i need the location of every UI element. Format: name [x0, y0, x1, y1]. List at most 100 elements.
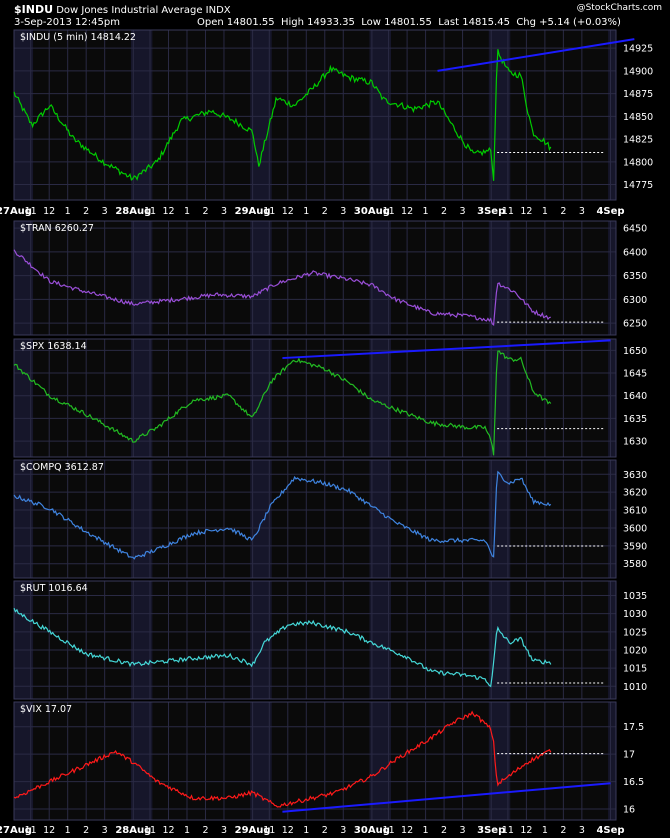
price-line	[13, 470, 552, 560]
header-exchange: INDX	[205, 5, 231, 16]
after-hours-band	[369, 221, 372, 335]
x-tick-label: 3	[340, 206, 346, 217]
x-tick-label: 3	[460, 825, 466, 836]
pre-market-band	[371, 339, 391, 457]
x-tick-label: 3	[579, 825, 585, 836]
x-tick-label: 3	[460, 206, 466, 217]
pre-market-band	[371, 460, 391, 578]
x-tick-label: 27Aug	[0, 825, 32, 836]
y-tick-label: 14850	[623, 112, 653, 123]
panel-2: 6250 6300 6350 6400 6450 $TRAN 6260.27	[13, 220, 647, 336]
chg-label: Chg	[516, 17, 536, 28]
panel-4: 3580 3590 3600 3610 3620 3630 $COMPQ 3612.87	[13, 459, 647, 579]
price-line	[13, 249, 551, 327]
x-tick-label: 28Aug	[115, 825, 151, 836]
x-tick-label: 11	[263, 825, 275, 836]
low-label: Low	[361, 17, 381, 28]
pre-market-band	[371, 30, 391, 200]
y-tick-label: 6300	[623, 295, 647, 306]
after-hours-band	[608, 702, 616, 820]
y-tick-label: 3620	[623, 488, 647, 499]
after-hours-band	[130, 581, 134, 699]
pre-market-band	[491, 339, 511, 457]
x-tick-label: 30Aug	[354, 206, 390, 217]
y-tick-label: 3580	[623, 559, 647, 570]
x-tick-label: 2	[441, 206, 447, 217]
x-tick-label: 11	[25, 825, 37, 836]
open-label: Open	[197, 17, 224, 28]
after-hours-band	[250, 30, 253, 200]
x-tick-label: 11	[263, 206, 275, 217]
y-tick-label: 1010	[623, 682, 647, 693]
pre-market-band	[133, 581, 153, 699]
low-value: 14801.55	[384, 17, 432, 28]
y-tick-label: 16.5	[623, 777, 644, 788]
y-tick-label: 1630	[623, 437, 647, 448]
x-tick-label: 3	[102, 206, 108, 217]
y-tick-label: 1640	[623, 391, 647, 402]
after-hours-band	[608, 460, 616, 578]
after-hours-band	[488, 702, 492, 820]
after-hours-band	[608, 30, 616, 200]
after-hours-band	[488, 339, 492, 457]
y-tick-label: 14775	[623, 180, 653, 191]
x-tick-label: 2	[560, 206, 566, 217]
x-tick-label: 29Aug	[235, 825, 271, 836]
x-tick-label: 28Aug	[115, 206, 151, 217]
pre-market-band	[133, 702, 153, 820]
high-value: 14933.35	[307, 17, 355, 28]
after-hours-band	[608, 581, 616, 699]
x-tick-label: 2	[202, 206, 208, 217]
last-value: 14815.45	[462, 17, 510, 28]
watermark: @StockCharts.com	[576, 3, 662, 13]
pre-market-band	[133, 339, 153, 457]
x-tick-label: 12	[282, 825, 294, 836]
x-tick-label: 2	[441, 825, 447, 836]
after-hours-band	[369, 702, 372, 820]
pre-market-band	[14, 581, 34, 699]
after-hours-band	[130, 221, 134, 335]
after-hours-band	[488, 30, 492, 200]
panel-background	[14, 221, 616, 335]
trendline	[437, 38, 635, 72]
pre-market-band	[491, 30, 511, 200]
after-hours-band	[488, 460, 492, 578]
trendline	[282, 782, 611, 813]
x-axis-labels-top: 27Aug111212328Aug111212329Aug111212330Au…	[0, 206, 625, 217]
pre-market-band	[133, 30, 153, 200]
after-hours-band	[369, 30, 372, 200]
x-tick-label: 3Sep	[477, 825, 505, 836]
panel-6: 16 16.5 17 17.5 $VIX 17.07	[13, 701, 644, 821]
x-tick-label: 2	[202, 825, 208, 836]
price-line	[13, 350, 552, 456]
x-tick-label: 1	[65, 825, 71, 836]
panel-label: $SPX 1638.14	[20, 341, 87, 352]
after-hours-band	[250, 702, 253, 820]
after-hours-band	[488, 221, 492, 335]
y-tick-label: 1645	[623, 369, 647, 380]
x-tick-label: 12	[162, 206, 174, 217]
y-tick-label: 16	[623, 805, 635, 816]
pre-market-band	[371, 581, 391, 699]
after-hours-band	[608, 339, 616, 457]
x-tick-label: 3	[221, 825, 227, 836]
x-tick-label: 12	[43, 206, 55, 217]
panel-3: 1630 1635 1640 1645 1650 $SPX 1638.14	[13, 338, 647, 458]
after-hours-band	[608, 221, 616, 335]
pre-market-band	[133, 221, 153, 335]
pre-market-band	[491, 221, 511, 335]
x-tick-label: 12	[520, 206, 532, 217]
pre-market-band	[371, 221, 391, 335]
after-hours-band	[369, 460, 372, 578]
x-tick-label: 1	[303, 825, 309, 836]
pre-market-band	[14, 30, 34, 200]
chart-title: $INDU Dow Jones Industrial Average INDX	[14, 3, 231, 16]
y-tick-label: 17	[623, 750, 635, 761]
y-tick-label: 1635	[623, 414, 647, 425]
header-datetime: 3-Sep-2013 12:45pm	[14, 17, 120, 28]
panel-border	[13, 220, 617, 336]
panel-1: 14775 14800 14825 14850 14875 14900 14925 $INDU…	[13, 29, 653, 201]
after-hours-band	[130, 30, 134, 200]
